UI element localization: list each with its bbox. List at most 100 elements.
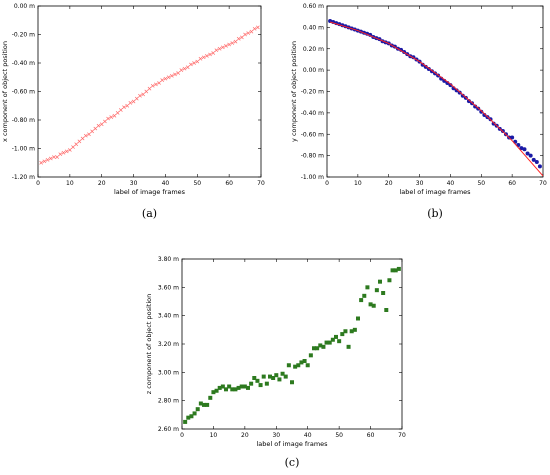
data-point — [268, 374, 272, 379]
data-point — [109, 115, 114, 119]
data-point — [166, 75, 171, 80]
series-line — [329, 21, 544, 177]
y-tick-label: 3.60 m — [158, 284, 179, 291]
data-point-stroke — [45, 158, 50, 162]
data-point-stroke — [42, 159, 47, 164]
data-point — [214, 388, 219, 393]
data-point — [236, 36, 241, 41]
plot-frame — [181, 258, 403, 430]
data-point — [239, 384, 244, 389]
chart-caption: (b) — [427, 207, 443, 220]
data-point-stroke — [157, 81, 161, 85]
data-point — [115, 111, 120, 115]
data-point-stroke — [233, 39, 238, 44]
x-tick-label: 30 — [272, 432, 280, 439]
data-point — [204, 54, 209, 58]
data-point — [356, 316, 360, 321]
data-point — [327, 340, 332, 345]
data-point — [321, 344, 326, 349]
data-point-stroke — [96, 123, 101, 128]
data-point-stroke — [112, 113, 117, 118]
data-point — [296, 363, 301, 368]
data-point — [80, 136, 85, 141]
data-point — [83, 133, 88, 138]
x-tick-label: 10 — [354, 180, 362, 187]
data-point — [384, 308, 389, 312]
data-point — [246, 385, 250, 390]
data-point — [387, 278, 392, 283]
data-point — [510, 135, 515, 140]
x-tick-label: 50 — [193, 180, 201, 187]
x-axis-label: label of image frames — [399, 188, 471, 196]
y-tick-label: -1.00 m — [12, 146, 35, 153]
data-point-stroke — [48, 156, 53, 161]
data-point-stroke — [74, 142, 79, 147]
data-point — [454, 88, 459, 93]
data-point — [134, 96, 139, 101]
x-tick-label: 40 — [447, 180, 455, 187]
data-point-stroke — [106, 116, 110, 121]
data-point — [243, 32, 247, 37]
data-point-stroke — [182, 66, 187, 71]
data-point — [305, 363, 310, 368]
y-axis-label: z component of object position — [145, 294, 153, 395]
data-point — [315, 346, 320, 351]
data-point — [258, 383, 263, 388]
data-point-stroke — [99, 122, 104, 127]
data-point — [233, 39, 238, 44]
data-point — [519, 146, 524, 151]
data-point — [230, 41, 235, 45]
x-tick-label: 10 — [66, 180, 74, 187]
data-point — [271, 376, 276, 380]
data-point-stroke — [138, 93, 142, 98]
data-point — [198, 401, 203, 406]
x-tick-label: 0 — [36, 180, 40, 187]
data-point-stroke — [118, 108, 123, 112]
y-tick-label: 0.20 m — [303, 46, 324, 53]
data-point-stroke — [77, 139, 82, 144]
data-point — [365, 285, 370, 290]
data-point — [160, 78, 165, 82]
data-point-stroke — [61, 150, 66, 155]
data-point — [122, 105, 126, 110]
data-point — [337, 339, 342, 344]
data-point — [343, 329, 348, 334]
y-tick-label: 0.40 m — [303, 24, 324, 31]
x-tick-label: 40 — [162, 180, 170, 187]
data-point-stroke — [220, 45, 225, 50]
data-point — [349, 329, 354, 334]
chart-caption: (a) — [142, 207, 157, 220]
data-point-stroke — [163, 76, 168, 81]
data-point-stroke — [115, 111, 120, 115]
data-point-stroke — [90, 129, 95, 134]
data-point-stroke — [58, 152, 63, 157]
data-point — [189, 414, 194, 419]
data-point — [138, 93, 142, 98]
data-point — [201, 55, 206, 60]
x-tick-label: 40 — [304, 432, 312, 439]
data-point — [45, 158, 50, 162]
data-point — [208, 395, 213, 400]
data-point — [390, 268, 395, 273]
data-point — [277, 377, 282, 382]
data-point — [141, 92, 145, 97]
data-point — [537, 164, 542, 169]
data-point — [173, 72, 177, 77]
data-point — [525, 151, 530, 156]
data-point-stroke — [93, 126, 98, 131]
data-point-stroke — [169, 73, 174, 78]
y-tick-label: 3.40 m — [158, 313, 179, 320]
data-point-stroke — [195, 59, 200, 64]
data-point — [374, 288, 379, 293]
data-point — [87, 132, 91, 137]
y-tick-label: -0.60 m — [12, 89, 35, 96]
data-point — [179, 68, 184, 72]
x-tick-label: 30 — [416, 180, 424, 187]
data-point — [128, 101, 133, 105]
data-point — [74, 142, 79, 147]
data-point-stroke — [192, 61, 196, 65]
data-point — [362, 293, 367, 298]
data-point-stroke — [39, 160, 44, 165]
data-point-stroke — [87, 132, 91, 137]
data-point-stroke — [68, 148, 72, 152]
